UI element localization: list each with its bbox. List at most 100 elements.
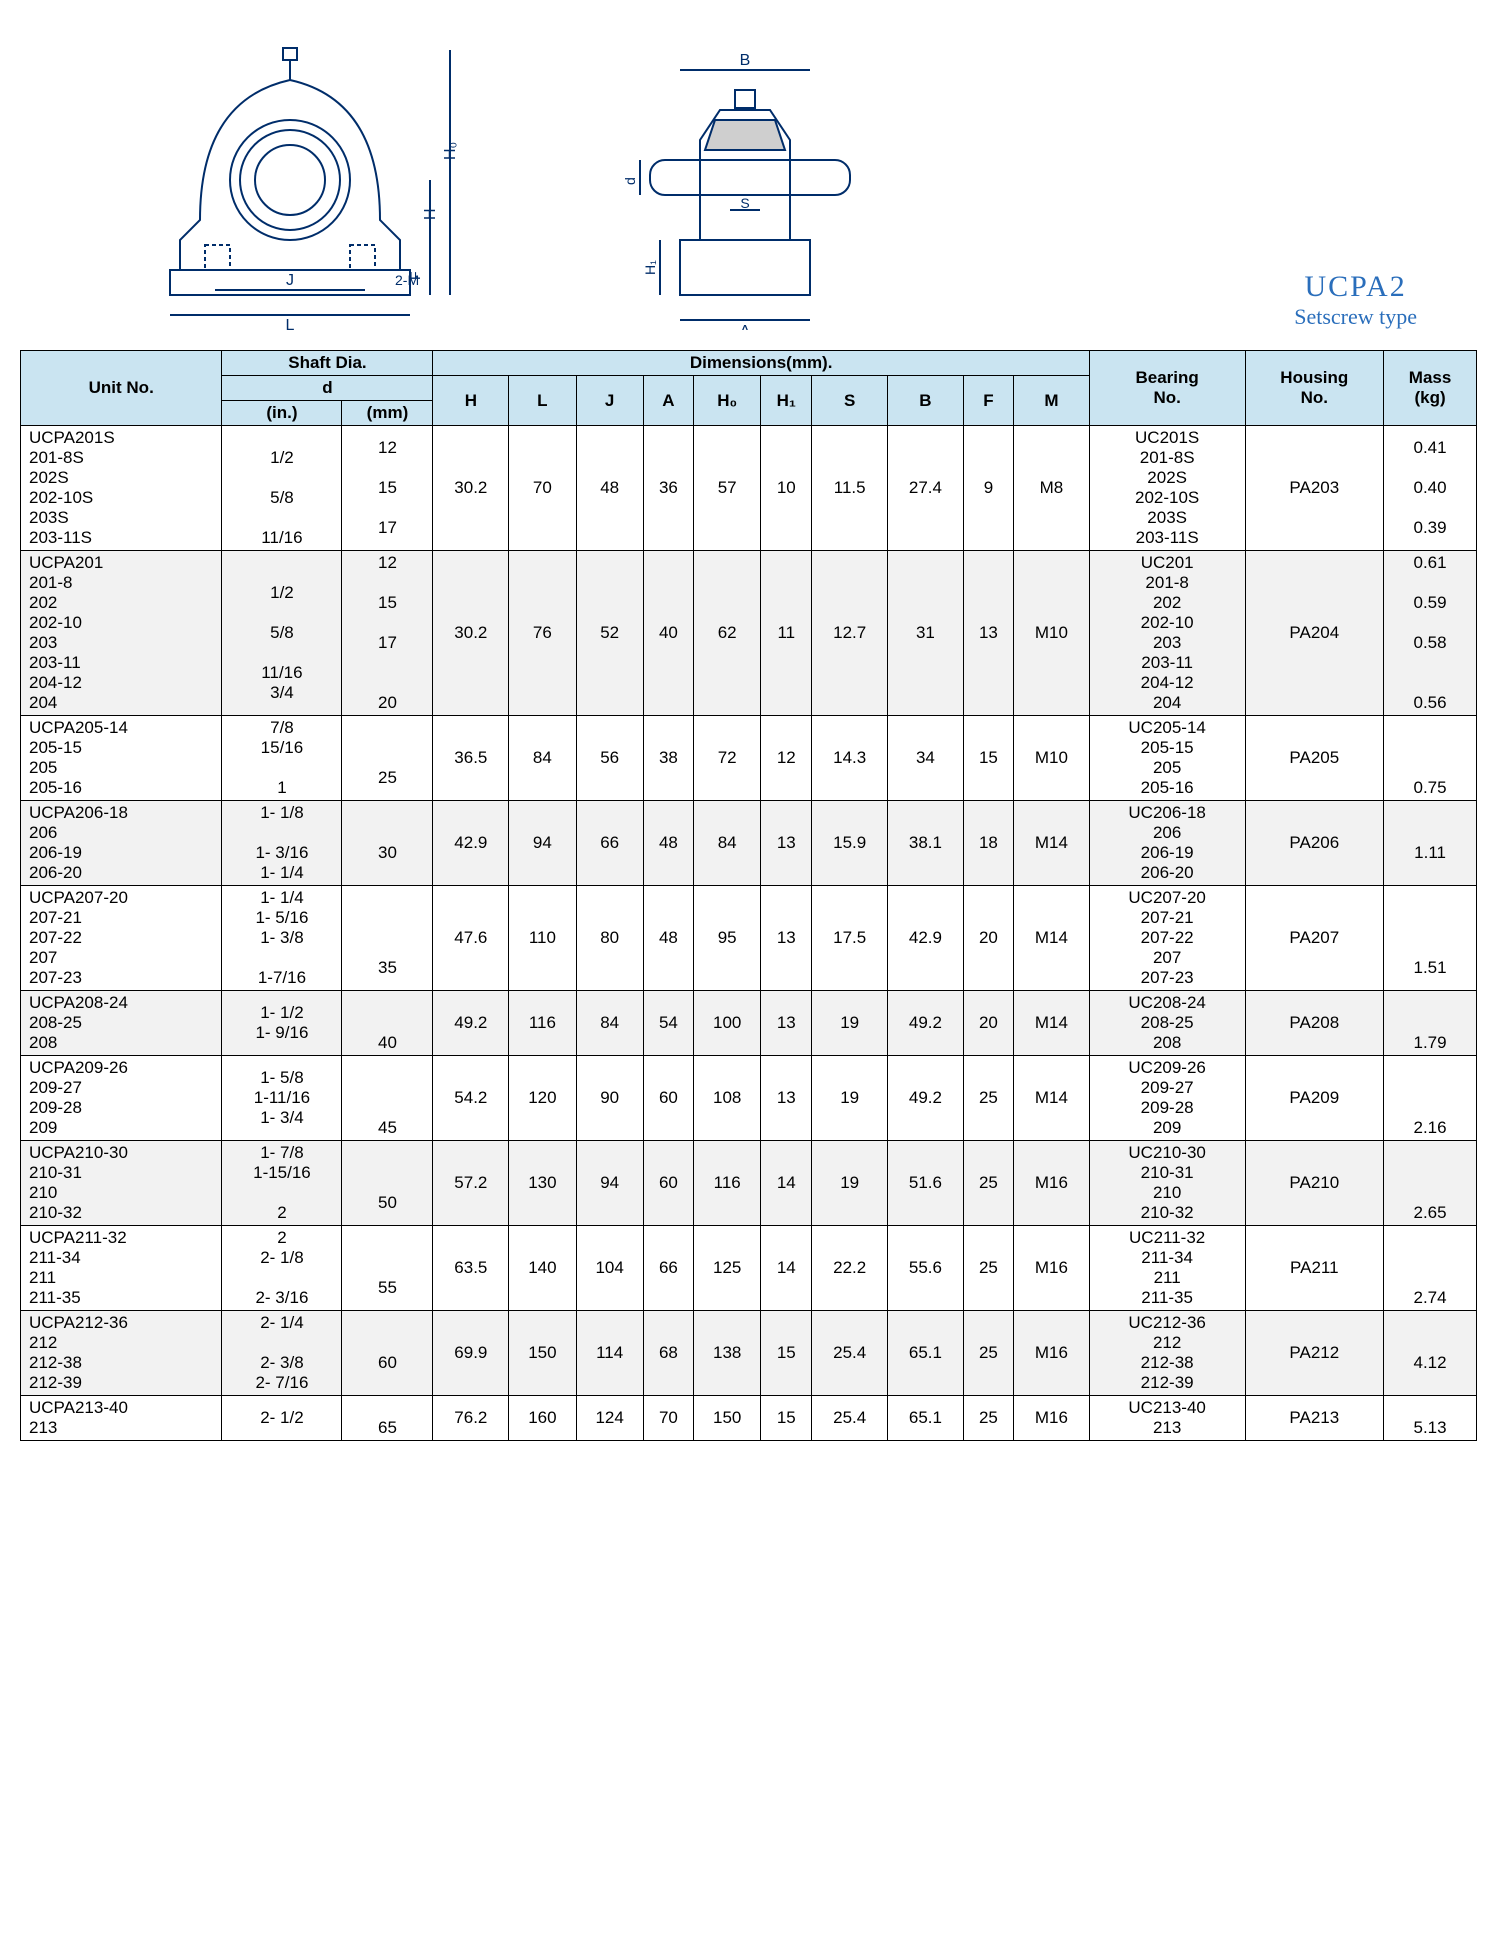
cell-L: 94 <box>509 801 576 886</box>
cell-in: 1- 7/8 1-15/16 2 <box>222 1141 342 1226</box>
cell-H0: 57 <box>694 426 761 551</box>
cell-J: 90 <box>576 1056 643 1141</box>
cell-J: 52 <box>576 551 643 716</box>
table-header: Unit No. Shaft Dia. Dimensions(mm). Bear… <box>21 351 1477 426</box>
cell-H1: 15 <box>761 1311 812 1396</box>
cell-in: 1- 1/8 1- 3/16 1- 1/4 <box>222 801 342 886</box>
cell-F: 18 <box>963 801 1013 886</box>
cell-H0: 150 <box>694 1396 761 1441</box>
cell-J: 114 <box>576 1311 643 1396</box>
cell-J: 84 <box>576 991 643 1056</box>
svg-text:J: J <box>286 272 294 289</box>
cell-B: 49.2 <box>888 1056 964 1141</box>
cell-L: 84 <box>509 716 576 801</box>
svg-text:F: F <box>407 271 423 280</box>
h-mm: (mm) <box>342 401 433 426</box>
cell-B: 65.1 <box>888 1396 964 1441</box>
cell-L: 150 <box>509 1311 576 1396</box>
cell-in: 2- 1/2 <box>222 1396 342 1441</box>
cell-housing: PA205 <box>1245 716 1384 801</box>
h-bearing: Bearing No. <box>1089 351 1245 426</box>
cell-housing: PA204 <box>1245 551 1384 716</box>
cell-H: 54.2 <box>433 1056 509 1141</box>
cell-mass: 2.65 <box>1384 1141 1477 1226</box>
cell-H1: 15 <box>761 1396 812 1441</box>
cell-F: 25 <box>963 1141 1013 1226</box>
cell-H: 30.2 <box>433 551 509 716</box>
cell-M: M14 <box>1014 1056 1090 1141</box>
cell-bearing: UC208-24 208-25 208 <box>1089 991 1245 1056</box>
h-A: A <box>643 376 693 426</box>
h-M: M <box>1014 376 1090 426</box>
cell-in: 2 2- 1/8 2- 3/16 <box>222 1226 342 1311</box>
cell-bearing: UC201 201-8 202 202-10 203 203-11 204-12… <box>1089 551 1245 716</box>
cell-M: M14 <box>1014 886 1090 991</box>
cell-unit: UCPA201 201-8 202 202-10 203 203-11 204-… <box>21 551 222 716</box>
cell-unit: UCPA201S 201-8S 202S 202-10S 203S 203-11… <box>21 426 222 551</box>
cell-B: 49.2 <box>888 991 964 1056</box>
cell-in: 1/2 5/8 11/16 3/4 <box>222 551 342 716</box>
cell-F: 15 <box>963 716 1013 801</box>
cell-bearing: UC212-36 212 212-38 212-39 <box>1089 1311 1245 1396</box>
cell-B: 34 <box>888 716 964 801</box>
cell-mass: 4.12 <box>1384 1311 1477 1396</box>
cell-mm: 65 <box>342 1396 433 1441</box>
svg-text:H₀: H₀ <box>442 142 459 160</box>
cell-mass: 1.79 <box>1384 991 1477 1056</box>
cell-in: 7/8 15/16 1 <box>222 716 342 801</box>
cell-mm: 60 <box>342 1311 433 1396</box>
cell-H: 47.6 <box>433 886 509 991</box>
cell-H1: 13 <box>761 801 812 886</box>
cell-M: M16 <box>1014 1311 1090 1396</box>
cell-S: 19 <box>812 991 888 1056</box>
h-housing: Housing No. <box>1245 351 1384 426</box>
table-row: UCPA201 201-8 202 202-10 203 203-11 204-… <box>21 551 1477 716</box>
cell-H1: 11 <box>761 551 812 716</box>
cell-unit: UCPA211-32 211-34 211 211-35 <box>21 1226 222 1311</box>
cell-H1: 12 <box>761 716 812 801</box>
h-dims: Dimensions(mm). <box>433 351 1089 376</box>
cell-S: 12.7 <box>812 551 888 716</box>
title-line2: Setscrew type <box>1294 304 1417 330</box>
cell-H1: 14 <box>761 1141 812 1226</box>
cell-B: 42.9 <box>888 886 964 991</box>
cell-H: 57.2 <box>433 1141 509 1226</box>
spec-table: Unit No. Shaft Dia. Dimensions(mm). Bear… <box>20 350 1477 1441</box>
h-L: L <box>509 376 576 426</box>
cell-H: 76.2 <box>433 1396 509 1441</box>
cell-mass: 5.13 <box>1384 1396 1477 1441</box>
cell-mm: 55 <box>342 1226 433 1311</box>
svg-text:B: B <box>740 52 751 69</box>
cell-F: 25 <box>963 1226 1013 1311</box>
cell-S: 25.4 <box>812 1396 888 1441</box>
cell-H1: 13 <box>761 1056 812 1141</box>
cell-H0: 62 <box>694 551 761 716</box>
cell-mass: 0.41 0.40 0.39 <box>1384 426 1477 551</box>
table-row: UCPA210-30 210-31 210 210-321- 7/8 1-15/… <box>21 1141 1477 1226</box>
cell-H0: 84 <box>694 801 761 886</box>
cell-unit: UCPA209-26 209-27 209-28 209 <box>21 1056 222 1141</box>
cell-H0: 116 <box>694 1141 761 1226</box>
cell-unit: UCPA207-20 207-21 207-22 207 207-23 <box>21 886 222 991</box>
cell-M: M14 <box>1014 801 1090 886</box>
cell-housing: PA203 <box>1245 426 1384 551</box>
cell-mass: 1.11 <box>1384 801 1477 886</box>
table-body: UCPA201S 201-8S 202S 202-10S 203S 203-11… <box>21 426 1477 1441</box>
cell-M: M8 <box>1014 426 1090 551</box>
h-d: d <box>222 376 433 401</box>
cell-F: 20 <box>963 991 1013 1056</box>
cell-J: 80 <box>576 886 643 991</box>
svg-text:A: A <box>740 323 751 330</box>
cell-A: 48 <box>643 801 693 886</box>
cell-bearing: UC213-40 213 <box>1089 1396 1245 1441</box>
cell-bearing: UC205-14 205-15 205 205-16 <box>1089 716 1245 801</box>
cell-bearing: UC211-32 211-34 211 211-35 <box>1089 1226 1245 1311</box>
table-row: UCPA201S 201-8S 202S 202-10S 203S 203-11… <box>21 426 1477 551</box>
h-H0: H₀ <box>694 376 761 426</box>
cell-L: 130 <box>509 1141 576 1226</box>
h-H1: H₁ <box>761 376 812 426</box>
cell-in: 1- 5/8 1-11/16 1- 3/4 <box>222 1056 342 1141</box>
cell-L: 110 <box>509 886 576 991</box>
cell-L: 120 <box>509 1056 576 1141</box>
cell-bearing: UC209-26 209-27 209-28 209 <box>1089 1056 1245 1141</box>
